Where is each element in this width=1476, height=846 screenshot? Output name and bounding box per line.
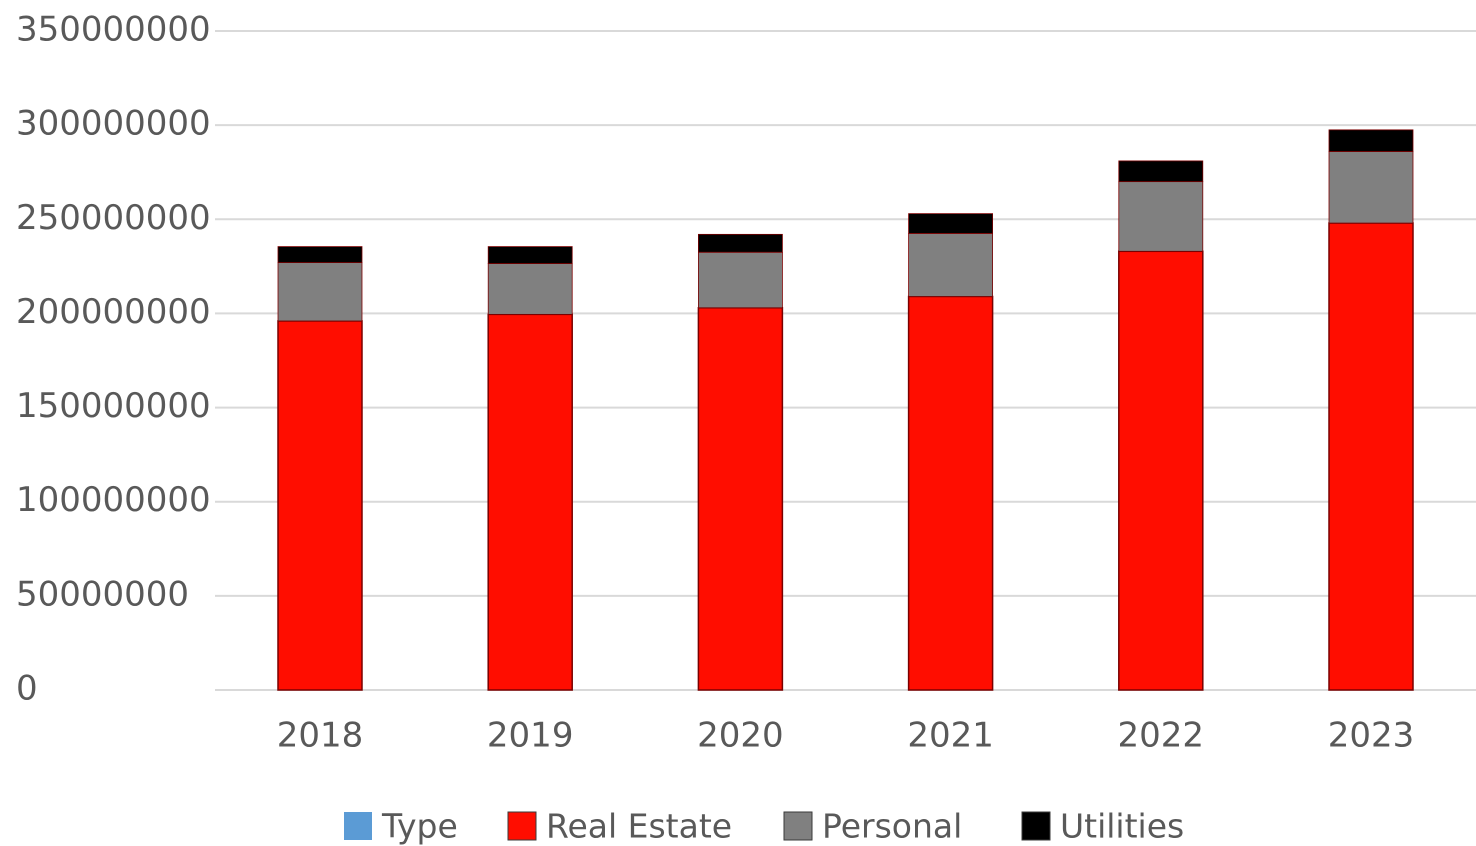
legend-item: Real Estate (507, 807, 732, 846)
y-tick-label: 50000000 (16, 574, 189, 614)
y-tick-label: 300000000 (16, 104, 211, 144)
bar-utilities (1328, 129, 1414, 152)
bar-personal (698, 251, 783, 309)
legend-label: Real Estate (546, 807, 732, 846)
bar-utilities (487, 246, 573, 264)
bar-real-estate (697, 307, 784, 691)
x-tick-label: 2020 (697, 716, 784, 756)
bar-real-estate (277, 320, 363, 691)
bar-real-estate (1328, 222, 1414, 691)
legend-label: Personal (822, 807, 962, 846)
bar-personal (1328, 151, 1414, 224)
y-tick-label: 250000000 (16, 198, 211, 238)
legend-swatch (1021, 811, 1051, 841)
y-tick-label: 100000000 (16, 480, 211, 520)
legend-item: Type (344, 807, 458, 846)
y-axis: 0 50000000 100000000 150000000 200000000 2500… (16, 10, 211, 709)
bar-real-estate (1118, 250, 1204, 691)
x-tick-label: 2019 (487, 716, 574, 756)
y-tick-label: 350000000 (16, 10, 211, 50)
bar-personal (908, 233, 993, 297)
bar-utilities (277, 246, 363, 263)
bar-personal (1118, 181, 1204, 252)
y-tick-label: 200000000 (16, 292, 211, 332)
legend-label: Utilities (1060, 807, 1184, 846)
legend-item: Personal (783, 807, 962, 846)
bar-personal (487, 263, 573, 315)
legend-swatch (507, 811, 537, 841)
legend-label: Type (381, 807, 458, 846)
y-tick-label: 0 (16, 669, 38, 709)
x-axis: 2018 2019 2020 2021 2022 2023 (277, 716, 1415, 756)
x-tick-label: 2023 (1328, 716, 1415, 756)
legend-swatch (783, 811, 813, 841)
legend-item: Utilities (1021, 807, 1184, 846)
y-tick-label: 150000000 (16, 386, 211, 426)
x-tick-label: 2021 (907, 716, 994, 756)
bar-utilities (698, 233, 783, 253)
legend-swatch (344, 812, 372, 840)
legend: Type Real Estate Personal Utilities (344, 807, 1184, 846)
bar-real-estate (487, 313, 573, 691)
x-tick-label: 2018 (277, 716, 364, 756)
grid-layer (215, 30, 1476, 691)
bar-personal (277, 262, 363, 322)
bar-utilities (908, 213, 993, 234)
bar-real-estate (907, 295, 994, 691)
bar-utilities (1118, 160, 1204, 183)
bar-layer (277, 129, 1414, 691)
x-tick-label: 2022 (1118, 716, 1205, 756)
